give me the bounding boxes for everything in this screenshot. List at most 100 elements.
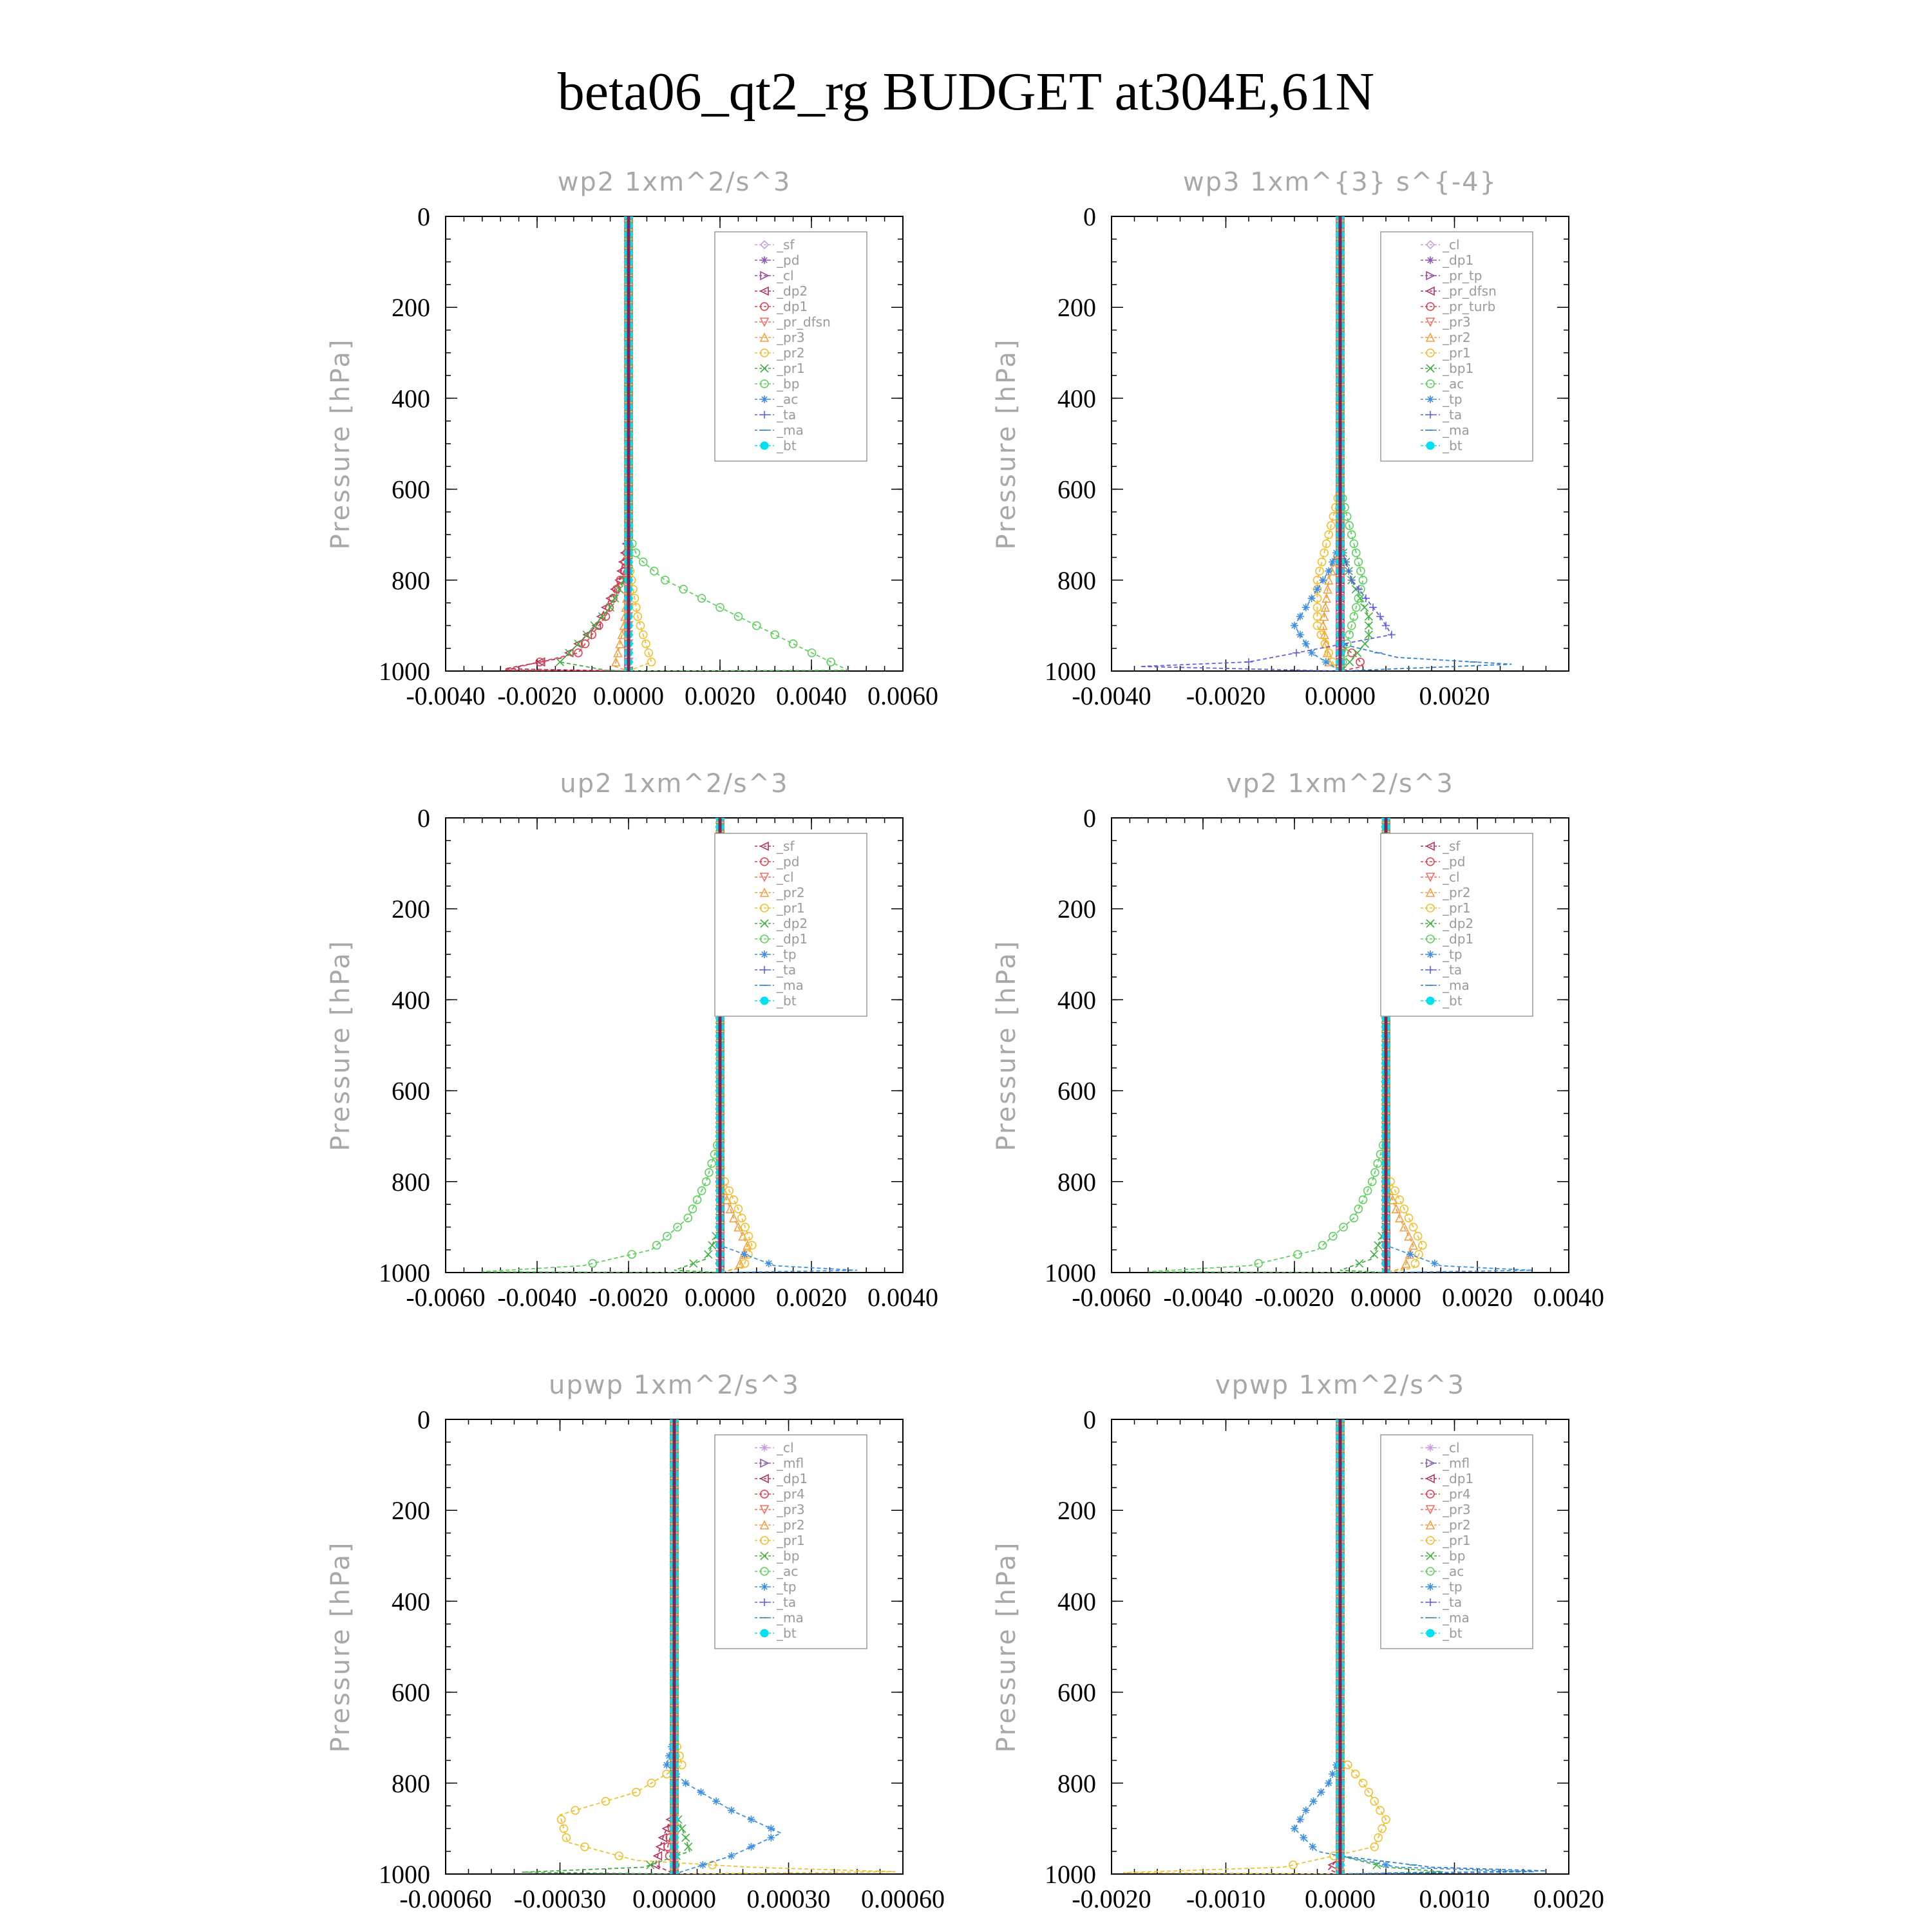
series-line — [1122, 1419, 1387, 1874]
legend-entry: _ma — [755, 1610, 804, 1625]
legend-marker — [761, 1444, 768, 1452]
legend-entry: _ma — [1421, 422, 1470, 438]
data-point — [684, 1842, 693, 1852]
data-point — [1355, 1259, 1364, 1268]
data-point — [1345, 521, 1354, 530]
data-point — [613, 647, 623, 658]
x-tick-label: 0.0000 — [685, 1283, 755, 1312]
legend-marker — [760, 1567, 769, 1576]
data-point — [1391, 1204, 1401, 1213]
x-tick-label: -0.0040 — [1072, 681, 1151, 710]
data-point — [1347, 530, 1356, 540]
legend-marker — [759, 1505, 770, 1515]
legend-marker — [759, 1520, 770, 1530]
legend-entry: _pr2 — [755, 345, 805, 361]
legend-marker — [1426, 379, 1435, 388]
data-point — [1430, 1259, 1439, 1267]
series-line — [719, 818, 753, 1273]
data-point — [1329, 1770, 1337, 1778]
legend-label: _tp — [776, 1579, 797, 1595]
series-line — [628, 216, 652, 671]
data-point — [1309, 1797, 1318, 1806]
data-point — [638, 557, 648, 567]
plot-area — [505, 216, 849, 671]
legend-entry: _pr3 — [755, 1502, 805, 1517]
legend-entry: _ma — [755, 422, 804, 438]
data-point — [715, 603, 724, 612]
legend-entry: _tp — [755, 1579, 797, 1595]
y-tick-label: 1000 — [1045, 1860, 1096, 1889]
legend-label: _bp — [776, 1548, 799, 1564]
legend-entry: _cl — [1421, 237, 1460, 252]
y-tick-label: 0 — [1083, 202, 1096, 231]
x-tick-label: 0.0010 — [1419, 1884, 1490, 1913]
legend-marker — [761, 1583, 768, 1591]
legend-label: _dp1 — [776, 1471, 808, 1486]
data-point — [1302, 1806, 1310, 1815]
y-tick-label: 0 — [1083, 804, 1096, 833]
data-point — [724, 1186, 734, 1195]
data-point — [734, 1222, 743, 1232]
data-point — [1317, 1788, 1325, 1796]
y-tick-label: 0 — [1083, 1405, 1096, 1434]
data-point — [1410, 1259, 1420, 1268]
data-point — [752, 621, 761, 630]
data-point — [1353, 649, 1362, 658]
x-tick-label: -0.0020 — [1072, 1884, 1151, 1913]
x-tick-label: 0.0020 — [685, 681, 755, 710]
y-tick-label: 800 — [392, 1769, 430, 1798]
data-point — [1388, 1195, 1397, 1204]
data-point — [1347, 576, 1356, 584]
legend-entry: _ta — [755, 962, 796, 978]
legend-label: _sf — [1442, 838, 1461, 854]
legend-label: _ta — [1442, 962, 1462, 978]
legend-marker — [1426, 395, 1434, 403]
data-point — [1319, 576, 1327, 584]
y-tick-label: 200 — [1057, 1496, 1096, 1525]
data-point — [1327, 521, 1336, 530]
legend-label: _sf — [776, 237, 795, 252]
panel-title: wp3 1xm^{3} s^{-4} — [1183, 167, 1497, 197]
legend-entry: _pr2 — [1421, 885, 1471, 900]
chart-panel: wp3 1xm^{3} s^{-4} Pressure [hPa] -0.0040 -… — [992, 167, 1569, 710]
legend-label: _pr3 — [1442, 314, 1471, 330]
data-point — [658, 1833, 668, 1842]
data-point — [535, 657, 545, 667]
plot-area — [522, 1419, 896, 1874]
y-tick-label: 1000 — [379, 657, 430, 686]
legend-entry: _sf — [1421, 838, 1461, 854]
legend-marker — [760, 348, 769, 357]
data-point — [722, 1195, 732, 1204]
legend-entry: _pr1 — [755, 900, 805, 916]
legend-entry: _dp2 — [1421, 916, 1473, 931]
legend-marker — [760, 441, 769, 450]
data-point — [612, 585, 621, 594]
legend-entry: _ta — [1421, 962, 1462, 978]
legend-entry: _pr1 — [755, 361, 805, 376]
series-line — [482, 818, 721, 1273]
data-point — [1324, 530, 1334, 540]
data-point — [601, 1797, 611, 1806]
data-point — [729, 1213, 739, 1223]
x-tick-label: -0.0040 — [1163, 1283, 1242, 1312]
data-point — [1364, 621, 1373, 630]
legend-marker — [759, 240, 770, 250]
legend-entry: _pr4 — [755, 1486, 805, 1502]
y-tick-label: 800 — [392, 1168, 430, 1197]
data-point — [588, 1259, 598, 1268]
y-tick-label: 1000 — [1045, 657, 1096, 686]
data-point — [699, 1861, 707, 1869]
legend-marker — [759, 317, 770, 327]
data-point — [1339, 1222, 1348, 1232]
x-tick-label: 0.0020 — [1419, 681, 1490, 710]
legend-label: _cl — [1442, 869, 1460, 885]
legend-label: _pr1 — [776, 1533, 805, 1548]
data-point — [1352, 548, 1361, 558]
legend-entry: _bp — [755, 376, 799, 392]
legend-entry: _ta — [755, 407, 796, 422]
legend-marker — [760, 1458, 770, 1468]
data-point — [1390, 1186, 1399, 1195]
legend-marker — [759, 841, 769, 851]
data-point — [1363, 1186, 1372, 1195]
y-tick-label: 400 — [392, 1587, 430, 1616]
